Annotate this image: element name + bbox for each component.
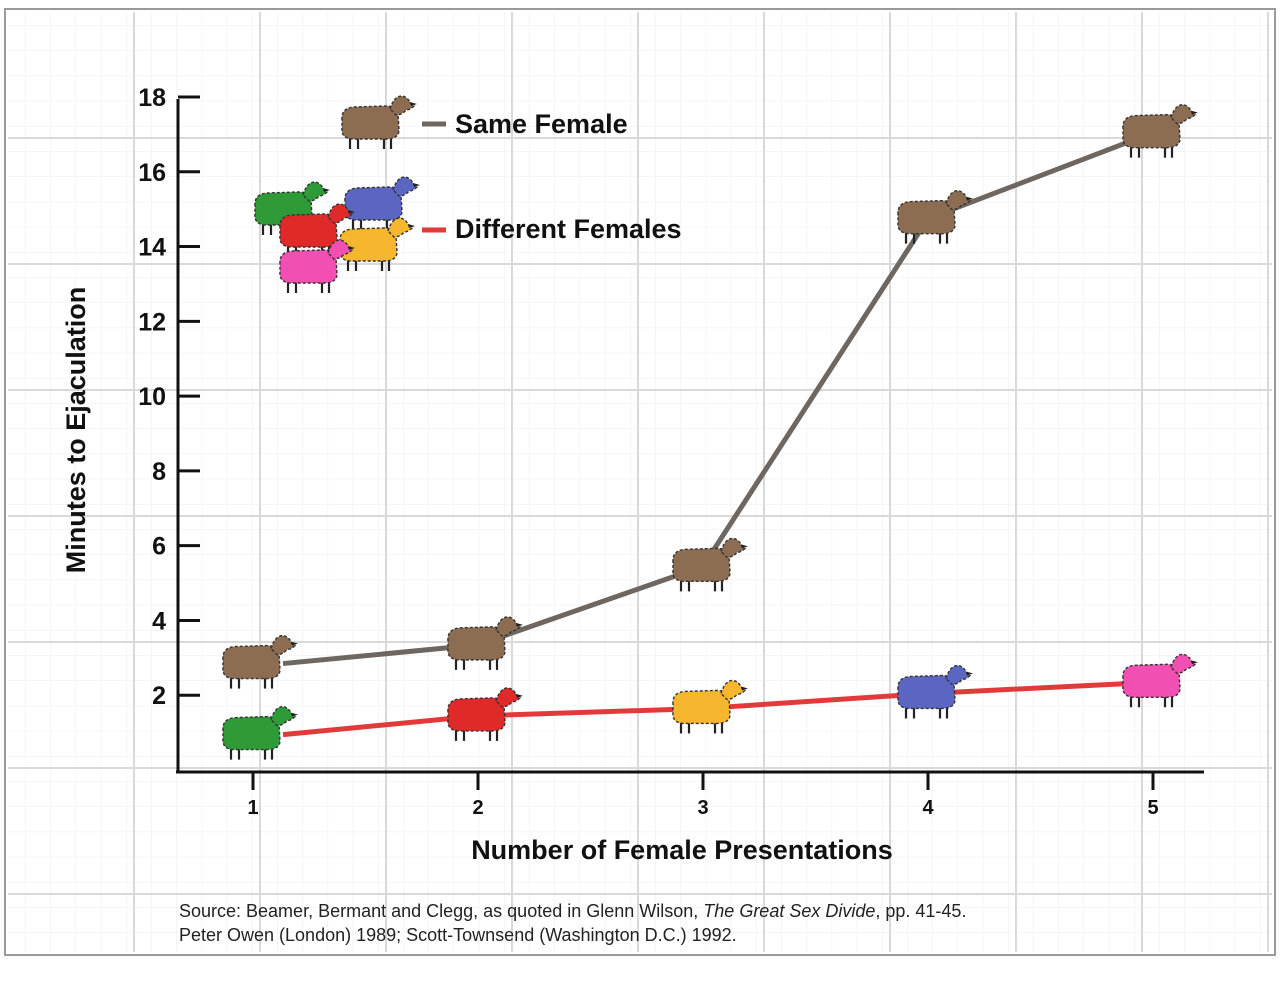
data-point-sheep-icon-different-3 — [672, 679, 748, 734]
data-point-sheep-icon-different-2 — [447, 687, 523, 741]
y-tick-label: 8 — [152, 458, 166, 486]
source-book-title: The Great Sex Divide — [703, 901, 875, 921]
x-tick-label: 4 — [922, 797, 934, 819]
y-tick-label: 10 — [138, 383, 166, 411]
y-axis-title: Minutes to Ejaculation — [61, 287, 91, 574]
series-layer — [222, 103, 1198, 760]
x-axis-title: Number of Female Presentations — [471, 835, 893, 865]
x-tick-label: 1 — [247, 797, 258, 819]
x-ticks: 1 2 3 4 5 — [247, 772, 1159, 819]
source-suffix: , pp. 41-45. — [875, 901, 966, 921]
y-tick-label: 18 — [138, 84, 166, 112]
y-tick-label: 14 — [138, 234, 166, 262]
x-tick-label: 5 — [1147, 797, 1158, 819]
data-point-sheep-icon-different-1 — [222, 705, 298, 760]
data-point-sheep-icon-different-5 — [1122, 653, 1198, 708]
data-point-sheep-icon-same-1 — [222, 634, 298, 689]
grid — [8, 12, 1272, 952]
sheep-icon — [344, 176, 420, 230]
data-point-sheep-icon-same-4 — [897, 189, 973, 244]
data-point-sheep-icon-different-4 — [897, 664, 973, 719]
sheep-icon — [279, 239, 355, 293]
data-point-sheep-icon-same-3 — [672, 537, 748, 592]
legend: Same Female Different Females — [254, 95, 682, 293]
legend-different-females-flock-icon — [254, 176, 420, 293]
source-line-1: Source: Beamer, Bermant and Clegg, as qu… — [179, 901, 966, 921]
data-point-sheep-icon-same-2 — [447, 616, 523, 670]
x-tick-label: 2 — [472, 797, 483, 819]
sheep-icon — [339, 217, 415, 271]
data-point-sheep-icon-same-5 — [1122, 103, 1198, 158]
y-tick-label: 16 — [138, 159, 166, 187]
legend-same-female-sheep-icon — [341, 95, 417, 149]
source-note: Source: Beamer, Bermant and Clegg, as qu… — [179, 901, 966, 945]
y-ticks: 2 4 6 8 10 12 14 16 18 — [138, 84, 200, 710]
x-tick-label: 3 — [697, 797, 708, 819]
source-prefix: Source: Beamer, Bermant and Clegg, as qu… — [179, 901, 703, 921]
legend-different-females-label: Different Females — [455, 214, 682, 244]
sheep-icon — [341, 95, 417, 149]
source-line-2: Peter Owen (London) 1989; Scott-Townsend… — [179, 925, 737, 945]
y-tick-label: 2 — [152, 682, 166, 710]
y-tick-label: 4 — [152, 607, 166, 635]
y-tick-label: 6 — [152, 533, 166, 561]
legend-same-female-label: Same Female — [455, 109, 628, 139]
axes — [176, 99, 1204, 774]
y-tick-label: 12 — [138, 308, 166, 336]
